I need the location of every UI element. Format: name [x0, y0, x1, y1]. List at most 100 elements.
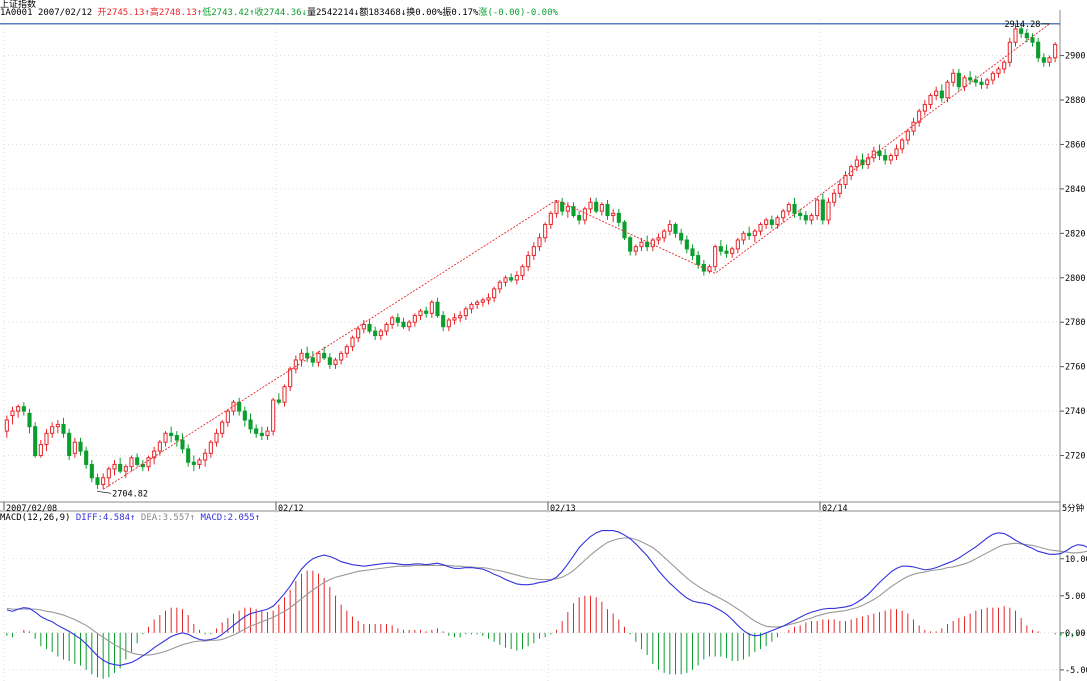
macd-tick-label: 0.00 — [1065, 629, 1085, 639]
quote-field: 低2743.42↑ — [202, 8, 255, 18]
price-tick-label: 2720.00 — [1065, 452, 1087, 462]
candle-body — [735, 239, 740, 250]
candle-body — [497, 281, 502, 290]
candle-body — [560, 201, 565, 212]
candle — [61, 417, 66, 438]
candle — [786, 202, 791, 216]
candle — [220, 420, 225, 438]
candle-body — [316, 352, 321, 363]
candle-body — [962, 77, 967, 88]
candle-body — [152, 450, 157, 459]
candle-body — [820, 199, 825, 221]
candle-body — [191, 461, 196, 465]
price-tick-label: 2740.00 — [1065, 407, 1087, 417]
candle — [480, 297, 485, 307]
candle-body — [237, 401, 242, 412]
candle-body — [1047, 57, 1052, 63]
candle-body — [356, 328, 361, 339]
macd-macd-value: MACD:2.055↑ — [200, 513, 261, 523]
candle — [458, 311, 463, 323]
candle-body — [888, 155, 893, 161]
candle-body — [815, 199, 820, 217]
candle — [962, 75, 967, 92]
dea-line — [6, 537, 1087, 656]
candle-body — [384, 323, 389, 332]
candle — [129, 455, 134, 472]
candle — [305, 346, 310, 363]
candle-body — [333, 359, 338, 365]
annotation-pointer — [97, 490, 112, 494]
candle — [265, 426, 270, 440]
candle — [89, 460, 94, 483]
candle-series — [4, 24, 1058, 489]
candle-body — [469, 303, 474, 310]
candle — [582, 206, 587, 225]
candle — [152, 446, 157, 465]
candle — [316, 351, 321, 367]
candle-body — [231, 401, 236, 412]
candle-body — [724, 250, 729, 254]
candle — [1036, 37, 1041, 63]
candle-body — [582, 208, 587, 221]
high-annotation: 2914.28 — [1005, 20, 1041, 30]
candle — [38, 440, 43, 458]
candle-body — [877, 150, 882, 157]
candle-body — [429, 301, 434, 314]
candle — [463, 306, 468, 320]
candle — [985, 77, 990, 89]
candle-body — [373, 330, 378, 337]
macd-tick-label: -5.00 — [1065, 666, 1087, 676]
candle-body — [707, 266, 712, 272]
candle — [622, 220, 627, 240]
candle-body — [1024, 32, 1029, 39]
candle — [276, 393, 281, 405]
candle — [299, 348, 304, 367]
candle — [514, 271, 519, 285]
candle-body — [129, 457, 134, 468]
candle-body — [514, 275, 519, 281]
candle-body — [242, 410, 247, 421]
candle-body — [10, 410, 15, 417]
candle-body — [679, 232, 684, 241]
candle — [769, 215, 774, 229]
candle — [922, 100, 927, 116]
candle — [945, 80, 950, 103]
candle — [633, 244, 638, 256]
candle-body — [979, 81, 984, 85]
candle-body — [89, 463, 94, 479]
candle — [72, 437, 77, 458]
candle-body — [21, 406, 26, 412]
candle — [384, 322, 389, 336]
candle-body — [809, 215, 814, 221]
candle-body — [611, 212, 616, 217]
candle — [707, 264, 712, 274]
quote-field: 收2744.36↓ — [254, 8, 307, 18]
candle-body — [390, 317, 395, 325]
candle — [446, 317, 451, 332]
price-tick-label: 2780.00 — [1065, 318, 1087, 328]
candle-body — [656, 237, 661, 241]
candle — [242, 406, 247, 427]
candle-body — [27, 412, 32, 428]
candle — [271, 397, 276, 436]
price-tick-label: 2860.00 — [1065, 140, 1087, 150]
candle — [815, 197, 820, 220]
candle — [118, 457, 123, 474]
candle — [679, 228, 684, 245]
candle — [826, 197, 831, 225]
candle — [259, 426, 264, 440]
candle — [282, 384, 287, 407]
candle-body — [282, 386, 287, 403]
candle-body — [990, 72, 995, 81]
candle-body — [996, 68, 1001, 74]
candle — [565, 202, 570, 218]
candle-body — [441, 315, 446, 328]
candle-body — [418, 310, 423, 317]
candle-body — [101, 477, 106, 485]
candle — [526, 251, 531, 272]
candle-body — [446, 319, 451, 328]
candle — [412, 313, 417, 327]
candle — [486, 293, 491, 305]
candle — [605, 200, 610, 220]
